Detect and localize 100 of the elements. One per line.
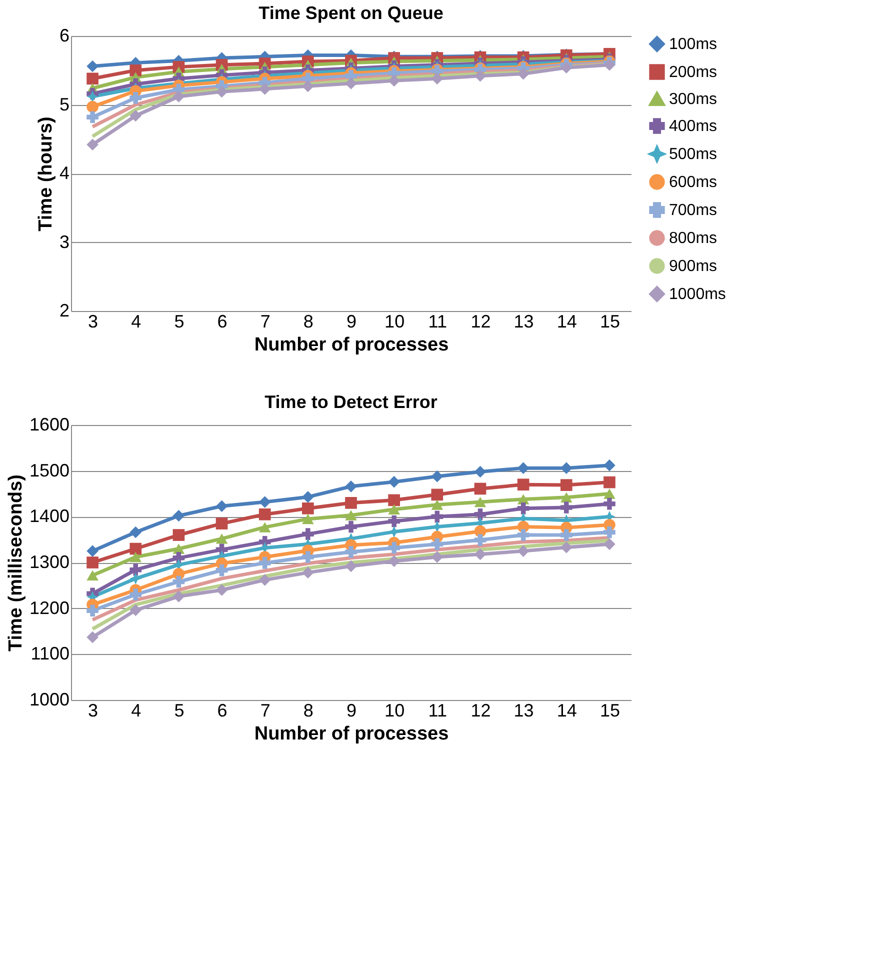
point [431,470,444,482]
point [86,545,98,557]
x-tick-label: 8 [303,700,314,720]
legend-label: 100ms [669,36,718,53]
x-tick-label: 8 [303,312,314,332]
legend-label: 600ms [669,174,718,191]
point [431,538,444,550]
point [216,500,228,512]
point [388,74,400,87]
point [258,522,271,532]
point [604,526,616,538]
point [474,466,486,478]
point [345,510,357,520]
point [302,528,314,540]
point [345,560,357,572]
point [560,62,572,74]
point [474,496,486,508]
point [560,502,572,514]
point [86,100,98,113]
point [216,518,228,530]
x-tick-label: 9 [346,700,357,720]
point [172,590,185,602]
x-tick-label: 7 [260,700,270,720]
x-tick-label: 9 [346,312,357,332]
point [172,510,185,522]
point [302,566,314,578]
x-tick-label: 4 [131,700,142,720]
point [172,529,185,541]
x-tick-label: 3 [88,700,98,720]
legend-label: 400ms [669,118,718,135]
legend-label: 800ms [669,230,718,247]
x-tick-label: 13 [514,312,534,332]
point [130,92,142,104]
point [130,564,142,576]
point [604,476,616,488]
chart-title: Time Spent on Queue [258,3,444,23]
x-tick-label: 6 [217,312,228,332]
point [474,548,486,560]
point [517,478,530,490]
point [258,574,271,586]
x-tick-label: 10 [384,700,405,720]
point [130,526,142,538]
x-tick-label: 5 [174,312,184,332]
x-tick-label: 14 [556,312,577,332]
point [560,479,572,491]
y-tick-label: 1100 [30,644,70,664]
x-axis-title: Number of processes [254,724,449,744]
point [474,482,486,495]
x-tick-label: 10 [384,312,405,332]
point [86,631,98,644]
y-tick-label: 6 [59,26,70,46]
point [86,72,98,85]
y-tick-label: 3 [59,232,70,252]
point [258,508,271,520]
x-tick-label: 15 [600,700,620,720]
point [302,80,314,92]
point [431,72,444,85]
point [216,86,228,98]
point [388,542,400,554]
y-tick-label: 1500 [29,460,70,480]
point [388,504,400,514]
point [474,508,486,520]
point [431,510,444,523]
x-tick-label: 13 [514,700,534,720]
point [517,502,530,514]
point [130,588,142,600]
point [345,78,357,90]
point [302,502,314,514]
point [560,529,572,541]
y-tick-label: 4 [59,163,70,183]
point [517,545,530,557]
point [388,555,400,568]
legend-label: 300ms [669,91,718,108]
y-tick-label: 1200 [29,598,70,618]
point [172,90,185,102]
x-tick-label: 4 [131,312,142,332]
point [86,90,98,102]
point [86,604,98,617]
point [86,556,98,568]
y-tick-label: 1000 [29,690,70,710]
point [474,70,486,82]
point [86,570,98,580]
y-tick-label: 1600 [29,414,70,434]
point [431,488,444,501]
point [604,459,616,472]
x-tick-label: 5 [174,700,184,720]
point [258,496,271,508]
x-tick-label: 14 [556,700,577,720]
point [130,572,142,584]
point [302,514,314,524]
point [474,534,486,546]
y-tick-label: 1300 [29,552,70,572]
x-axis-title: Number of processes [254,334,449,356]
x-tick-label: 11 [428,312,447,332]
point [130,604,142,616]
point [517,462,530,474]
y-axis-title: Time (hours) [35,116,56,232]
point [130,64,142,76]
point [604,488,616,499]
point [388,476,400,488]
